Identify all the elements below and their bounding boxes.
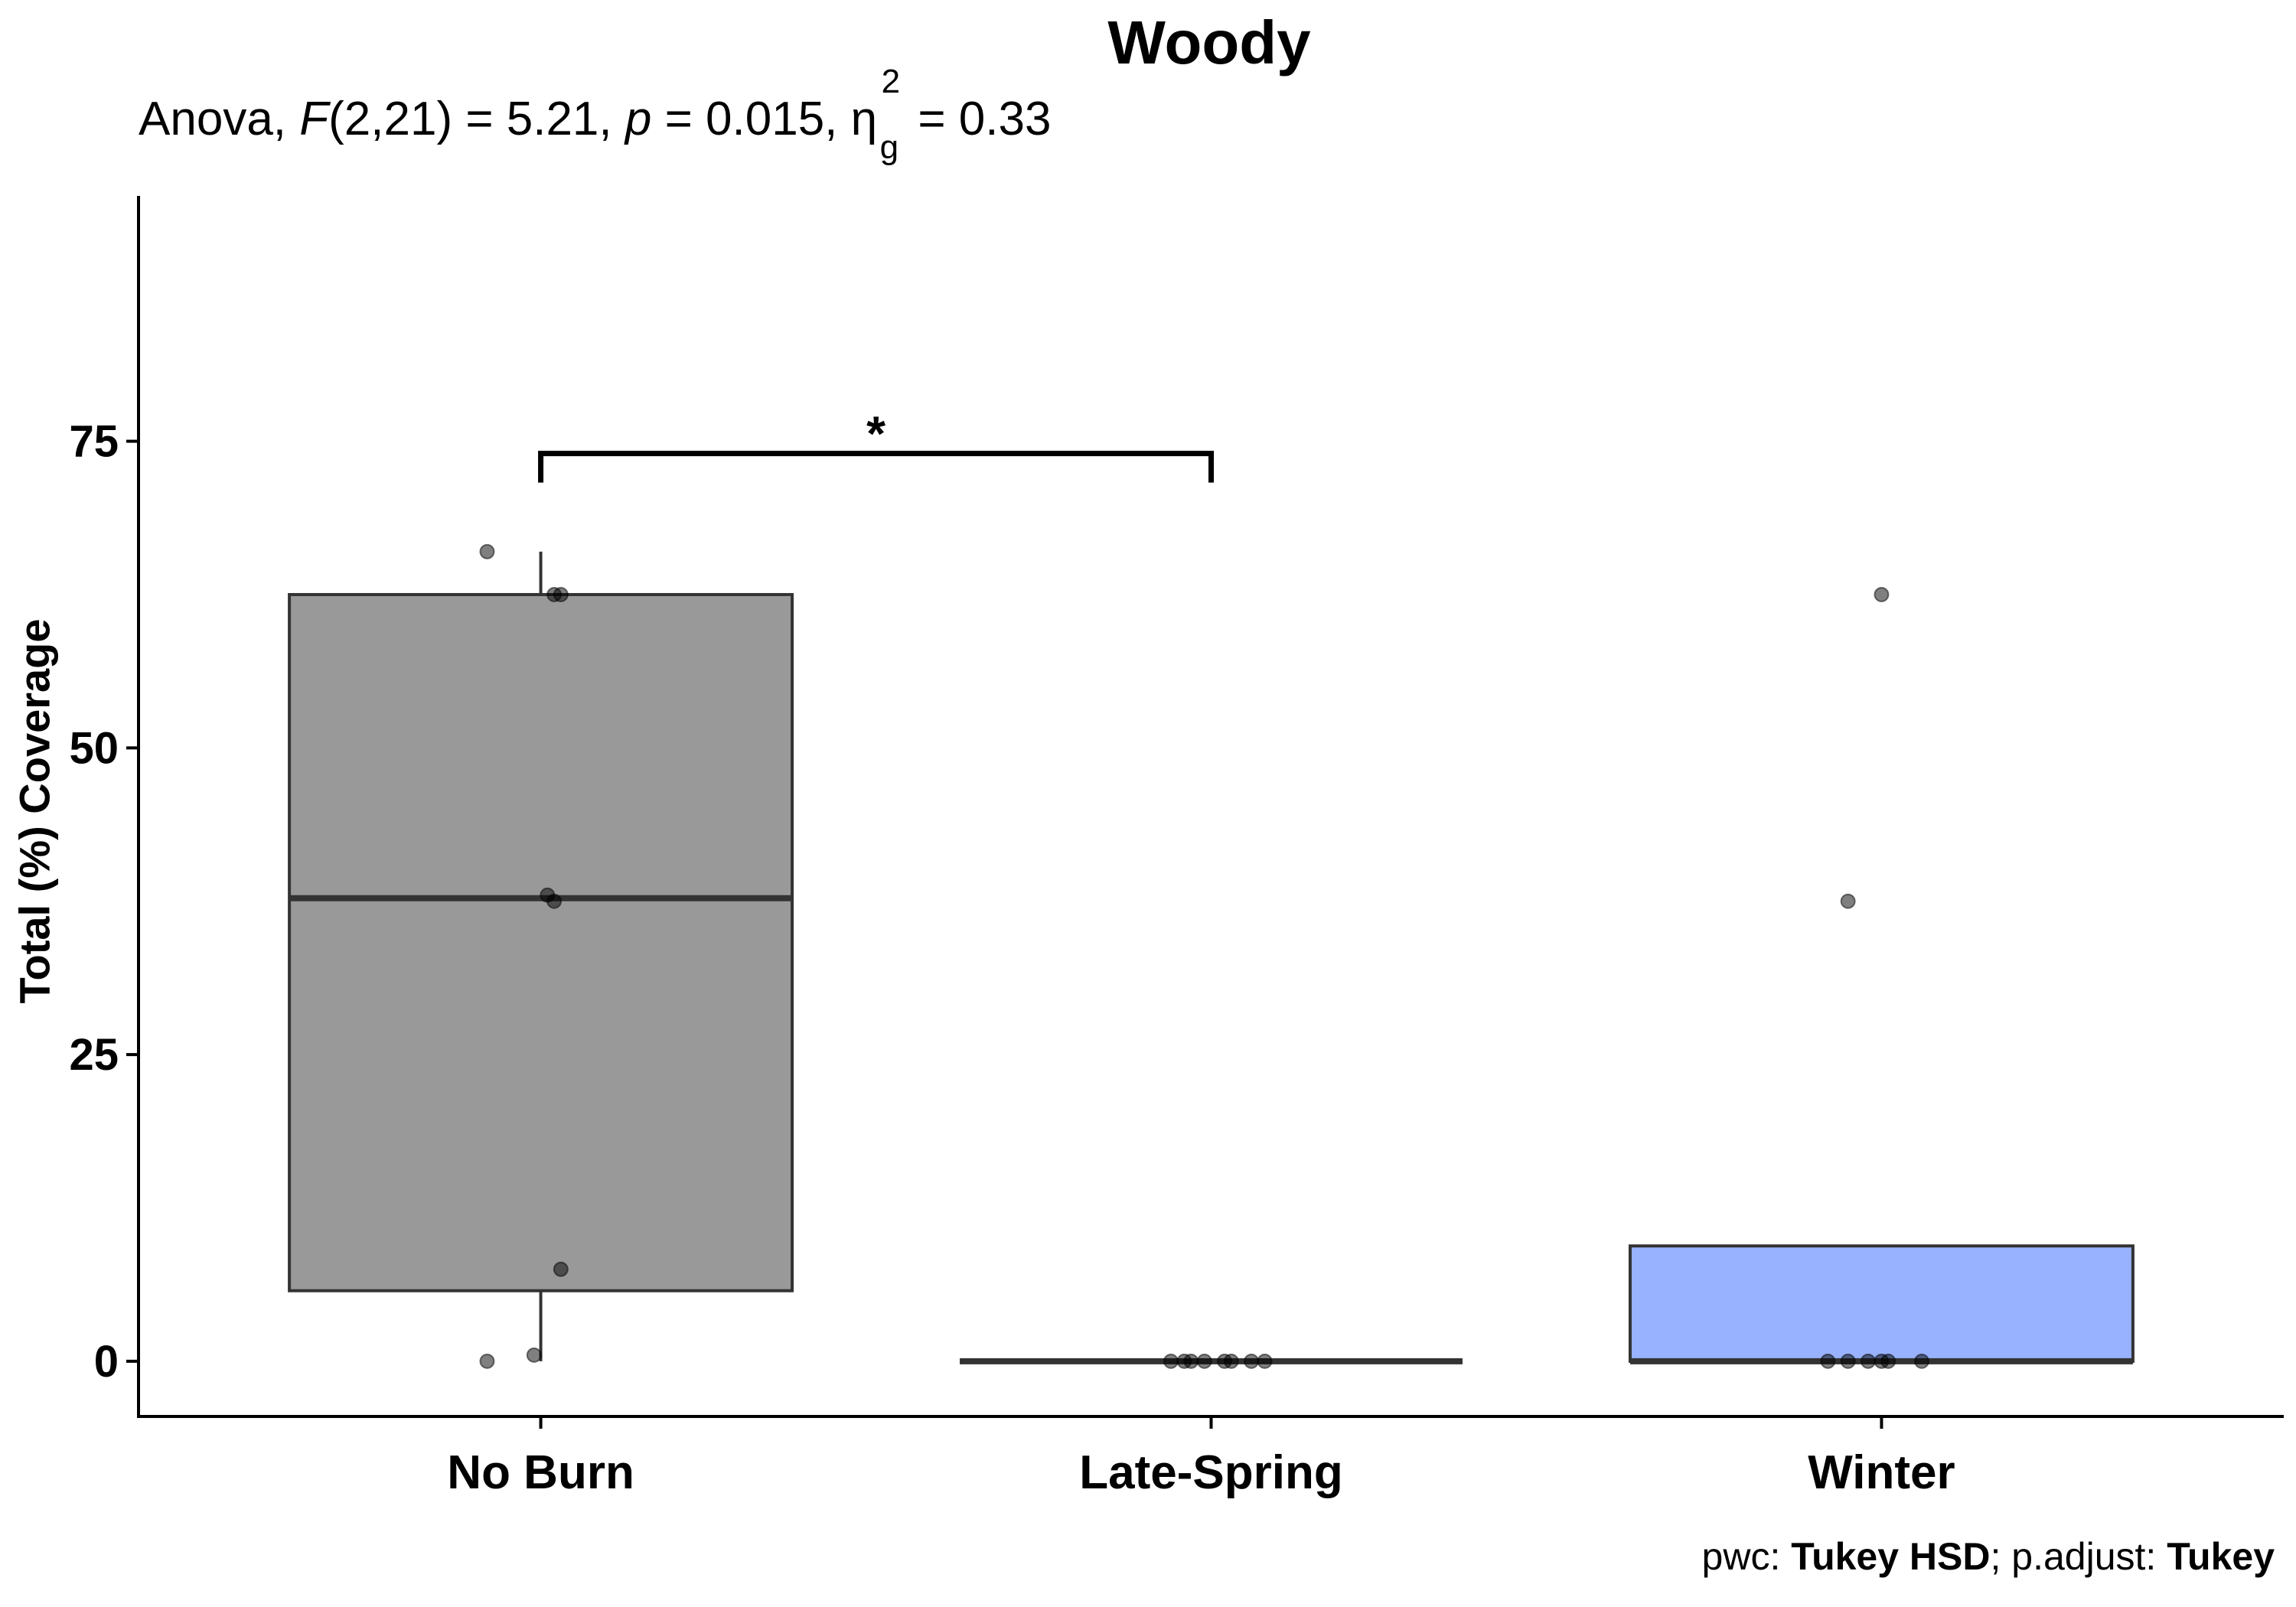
f-symbol: F bbox=[299, 93, 329, 145]
data-point bbox=[1874, 586, 1890, 602]
data-point bbox=[1196, 1353, 1212, 1369]
data-point bbox=[479, 543, 495, 559]
data-point bbox=[553, 1261, 569, 1277]
y-tick-label: 0 bbox=[94, 1337, 119, 1387]
significance-label: * bbox=[866, 406, 885, 461]
y-tick-label: 25 bbox=[69, 1030, 119, 1080]
data-point bbox=[1223, 1353, 1239, 1369]
data-point bbox=[1913, 1353, 1929, 1369]
p-symbol: p bbox=[625, 93, 652, 145]
data-point bbox=[1183, 1353, 1199, 1369]
caption-pwc-method: Tukey HSD bbox=[1791, 1535, 1991, 1578]
box-body bbox=[288, 592, 794, 1292]
data-point bbox=[1820, 1353, 1836, 1369]
eta-letter: η bbox=[850, 93, 878, 145]
data-point bbox=[546, 893, 563, 909]
data-point bbox=[1840, 893, 1856, 909]
chart-title: Woody bbox=[1107, 8, 1311, 77]
data-point bbox=[1880, 1353, 1896, 1369]
p-value: = 0.015, bbox=[651, 93, 851, 145]
f-args: (2,21) = 5.21, bbox=[328, 93, 625, 145]
y-tick-label: 50 bbox=[69, 723, 119, 773]
y-tick-label: 75 bbox=[69, 417, 119, 467]
data-point bbox=[1244, 1353, 1260, 1369]
data-point bbox=[553, 586, 569, 602]
subtitle-prefix: Anova, bbox=[139, 93, 300, 145]
x-tick-label: Late-Spring bbox=[1079, 1446, 1342, 1499]
data-point bbox=[1257, 1353, 1273, 1369]
significance-bracket bbox=[538, 451, 1214, 483]
caption-pwc-prefix: pwc: bbox=[1701, 1535, 1792, 1578]
box-body bbox=[1628, 1244, 2135, 1363]
pairwise-caption: pwc: Tukey HSD; p.adjust: Tukey bbox=[1702, 1534, 2275, 1579]
caption-adjust-prefix: ; p.adjust: bbox=[1990, 1535, 2167, 1578]
eta-sup: 2 bbox=[881, 63, 901, 100]
data-point bbox=[1840, 1353, 1856, 1369]
data-point bbox=[526, 1347, 542, 1363]
caption-adjust-method: Tukey bbox=[2167, 1535, 2275, 1578]
data-point bbox=[479, 1353, 495, 1369]
data-point bbox=[1163, 1353, 1179, 1369]
data-point bbox=[1860, 1353, 1876, 1369]
eta-value: = 0.33 bbox=[905, 93, 1052, 145]
x-tick-label: No Burn bbox=[447, 1446, 634, 1499]
eta-sub: g bbox=[879, 129, 899, 166]
x-tick-label: Winter bbox=[1808, 1446, 1955, 1499]
